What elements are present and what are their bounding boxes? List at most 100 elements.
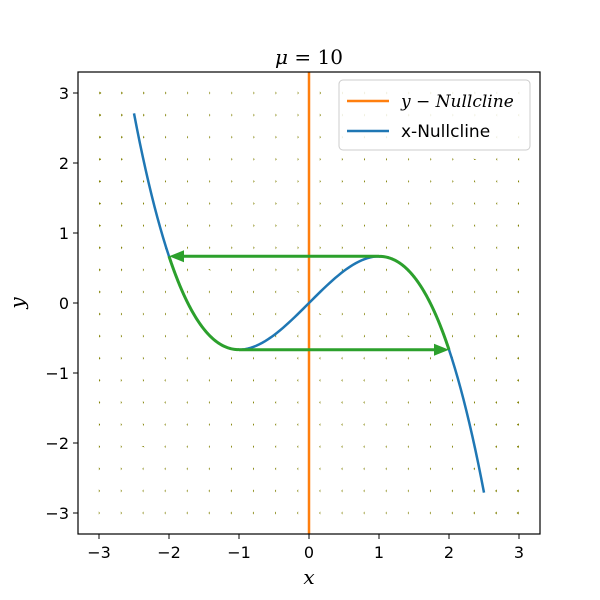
vector-arrow (142, 290, 144, 294)
vector-arrow (253, 467, 254, 471)
vector-arrow (319, 467, 321, 471)
y-tick-label: −2 (45, 434, 69, 453)
vector-arrow (275, 467, 277, 471)
vector-arrow (319, 135, 321, 139)
vector-arrow (319, 201, 321, 206)
legend-label-x-nullcline: x-Nullcline (401, 122, 490, 142)
vector-arrow (495, 312, 498, 316)
y-tick-label: 1 (59, 224, 69, 243)
vector-arrow (120, 400, 122, 405)
vector-arrow (120, 422, 122, 427)
vector-arrow (407, 335, 410, 337)
vector-arrow (142, 334, 144, 338)
vector-arrow (186, 422, 188, 427)
vector-arrow (142, 356, 144, 360)
vector-arrow (98, 467, 100, 471)
vector-arrow (142, 378, 144, 382)
vector-arrow (120, 290, 123, 294)
vector-arrow (165, 113, 167, 117)
vector-arrow (495, 511, 497, 515)
vector-arrow (495, 400, 497, 405)
vector-arrow (517, 334, 520, 338)
vector-arrow (363, 268, 365, 272)
vector-arrow (297, 268, 299, 272)
vector-arrow (297, 224, 299, 228)
vector-arrow (142, 312, 144, 316)
vector-arrow (141, 445, 145, 448)
vector-arrow (385, 378, 387, 382)
limit-cycle (167, 250, 451, 356)
x-axis-label: x (303, 565, 314, 589)
vector-arrow (297, 201, 299, 206)
vector-arrow (429, 378, 431, 382)
x-tick-label: 3 (514, 543, 524, 562)
vector-arrow (496, 290, 498, 294)
vector-arrow (275, 157, 277, 161)
vector-arrow (164, 422, 166, 427)
vector-arrow (385, 511, 387, 515)
vector-arrow (186, 511, 188, 515)
vector-arrow (430, 179, 432, 184)
vector-arrow (275, 422, 277, 427)
vector-arrow (496, 224, 498, 228)
vector-arrow (429, 312, 432, 316)
vector-arrow (165, 179, 166, 184)
vector-arrow (319, 356, 321, 360)
vector-arrow (297, 356, 299, 360)
vector-arrow (253, 135, 255, 139)
vector-arrow (407, 400, 409, 405)
vector-arrow (363, 422, 365, 427)
vector-arrow (385, 400, 387, 405)
vector-arrow (253, 334, 255, 338)
vector-arrow (231, 400, 232, 405)
vector-arrow (386, 290, 387, 294)
vector-arrow (319, 91, 321, 95)
vector-arrow (474, 312, 476, 316)
vector-arrow (231, 422, 232, 427)
vector-arrow (452, 334, 453, 338)
vector-arrow (517, 312, 520, 316)
vector-arrow (187, 179, 189, 184)
vector-arrow (474, 334, 476, 338)
vector-arrow (518, 179, 520, 184)
vector-arrow (231, 246, 233, 250)
vector-arrow (452, 445, 453, 449)
vector-arrow (209, 91, 211, 95)
vector-arrow (120, 378, 122, 382)
vector-arrow (517, 268, 520, 272)
vector-arrow (319, 157, 321, 161)
vector-arrow (165, 157, 166, 161)
vector-arrow (120, 445, 122, 449)
vector-arrow (165, 91, 167, 95)
x-tick-label: −3 (87, 543, 111, 562)
vector-arrow (253, 378, 255, 382)
vector-arrow (341, 445, 343, 449)
vector-arrow (98, 246, 101, 250)
vector-arrow (496, 246, 498, 250)
vector-arrow (341, 511, 343, 515)
y-axis-label: y (5, 297, 29, 310)
vector-arrow (98, 445, 100, 449)
vector-arrow (231, 378, 232, 382)
vector-arrow (474, 356, 476, 360)
vector-arrow (474, 179, 476, 183)
vector-arrow (164, 489, 166, 493)
vector-arrow (495, 334, 497, 338)
vector-arrow (121, 179, 123, 184)
vector-arrow (253, 157, 255, 161)
vector-arrow (385, 356, 387, 360)
vector-arrow (363, 312, 365, 316)
vector-arrow (363, 467, 365, 471)
vector-arrow (408, 224, 410, 228)
vector-arrow (187, 157, 189, 161)
vector-arrow (121, 201, 123, 206)
vector-arrow (452, 268, 454, 272)
vector-arrow (517, 378, 520, 382)
vector-arrow (275, 489, 277, 493)
vector-arrow (319, 422, 321, 427)
vector-arrow (98, 511, 100, 515)
vector-arrow (231, 201, 233, 206)
vector-arrow (231, 91, 233, 95)
vector-arrow (517, 201, 520, 206)
